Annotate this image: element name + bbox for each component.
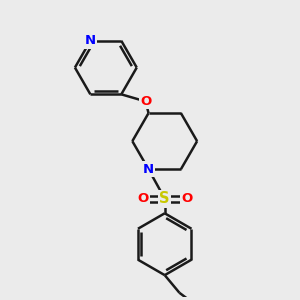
Text: N: N <box>143 163 154 176</box>
Text: O: O <box>181 192 192 205</box>
Text: O: O <box>140 95 151 108</box>
Text: O: O <box>137 192 148 205</box>
Text: S: S <box>160 191 170 206</box>
Text: N: N <box>85 34 96 47</box>
